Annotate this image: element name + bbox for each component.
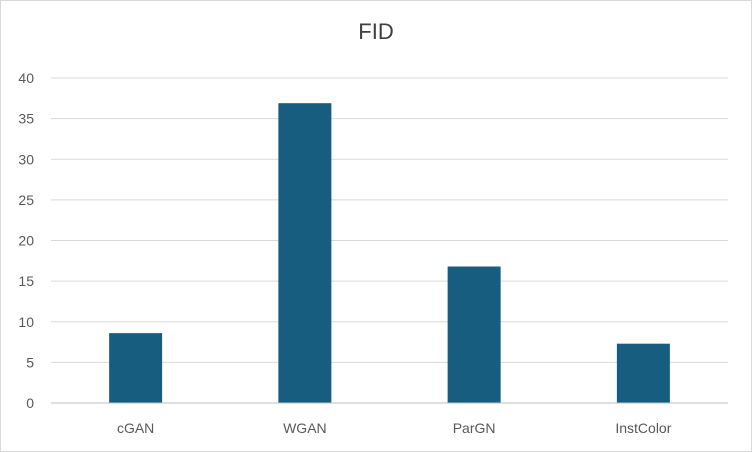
y-tick-label: 10: [18, 314, 34, 330]
bar: [447, 266, 501, 403]
y-tick-label: 15: [18, 273, 34, 289]
y-tick-label: 25: [18, 192, 34, 208]
y-tick-label: 0: [26, 395, 34, 411]
y-tick-label: 40: [18, 70, 34, 86]
bar: [616, 343, 670, 403]
bar: [109, 333, 163, 403]
x-tick-label: InstColor: [615, 420, 671, 436]
y-tick-label: 20: [18, 233, 34, 249]
bar: [278, 103, 332, 403]
x-tick-label: cGAN: [117, 420, 154, 436]
y-tick-label: 5: [26, 354, 34, 370]
x-tick-label: ParGN: [453, 420, 496, 436]
x-tick-label: WGAN: [283, 420, 327, 436]
y-tick-label: 30: [18, 151, 34, 167]
y-tick-label: 35: [18, 111, 34, 127]
chart-title: FID: [358, 19, 394, 44]
